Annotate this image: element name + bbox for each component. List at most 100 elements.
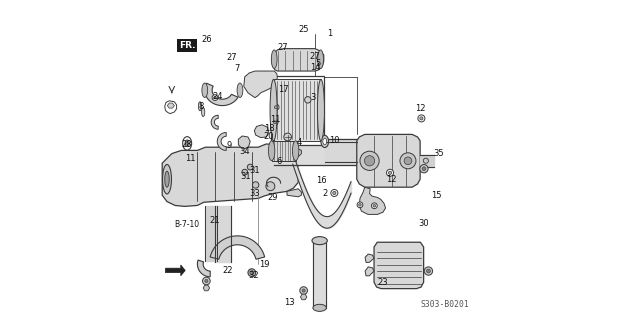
Ellipse shape [165,171,169,187]
Polygon shape [287,189,301,197]
Circle shape [248,269,256,276]
Ellipse shape [387,169,394,176]
Ellipse shape [272,119,278,125]
Ellipse shape [359,204,361,206]
Circle shape [304,97,311,103]
Text: 14: 14 [310,63,320,72]
Ellipse shape [202,83,207,97]
Text: 6: 6 [276,157,282,166]
Ellipse shape [389,171,392,174]
Text: 27: 27 [278,43,288,52]
Text: 3: 3 [311,93,316,102]
Circle shape [360,151,379,170]
Polygon shape [211,115,218,129]
Ellipse shape [269,141,275,161]
Text: 13: 13 [285,298,295,307]
Ellipse shape [271,50,277,68]
Text: 26: 26 [201,35,212,44]
Circle shape [266,182,275,191]
Text: 8: 8 [198,102,204,111]
Polygon shape [357,134,420,187]
Text: 12: 12 [386,175,397,184]
Circle shape [253,182,259,188]
Circle shape [424,158,429,163]
Ellipse shape [418,115,425,122]
Polygon shape [365,254,374,262]
Text: 16: 16 [316,176,327,185]
Polygon shape [359,187,385,214]
Text: 28: 28 [182,140,193,149]
Text: 29: 29 [267,193,278,202]
Text: 30: 30 [419,219,429,228]
Ellipse shape [292,141,299,161]
FancyBboxPatch shape [271,76,324,145]
Circle shape [202,277,210,285]
Text: 2: 2 [322,189,327,198]
Polygon shape [162,144,298,206]
Text: 27: 27 [226,53,237,62]
Ellipse shape [333,191,336,195]
Circle shape [205,279,208,283]
Text: 17: 17 [278,85,288,94]
Circle shape [404,157,412,164]
Text: B-7-10: B-7-10 [174,220,200,229]
Ellipse shape [318,50,323,68]
Text: 18: 18 [264,124,275,133]
Circle shape [250,271,254,275]
Ellipse shape [202,108,205,116]
Polygon shape [365,267,374,276]
Circle shape [300,287,308,294]
Text: 7: 7 [235,64,240,73]
Text: 25: 25 [299,25,309,34]
Ellipse shape [331,189,338,196]
Polygon shape [165,101,177,114]
Text: 35: 35 [434,149,444,158]
Bar [274,79,321,141]
Text: 12: 12 [415,104,426,113]
Text: FR.: FR. [179,41,195,50]
Polygon shape [272,49,324,71]
Ellipse shape [182,137,191,150]
Text: S303-B0201: S303-B0201 [420,300,469,309]
Ellipse shape [323,138,327,145]
Text: 23: 23 [377,278,388,287]
Circle shape [422,167,426,171]
Polygon shape [300,294,307,300]
Text: 19: 19 [259,260,269,269]
Ellipse shape [274,106,278,108]
Text: 21: 21 [210,216,220,225]
Polygon shape [197,260,210,277]
Ellipse shape [321,135,329,148]
Text: 20: 20 [263,132,274,141]
Text: 4: 4 [297,138,302,147]
Circle shape [364,156,375,166]
Ellipse shape [270,79,277,141]
Text: 15: 15 [431,191,442,200]
Ellipse shape [185,140,189,147]
Polygon shape [167,103,174,108]
Polygon shape [284,149,301,157]
Polygon shape [165,265,185,276]
Circle shape [248,164,253,170]
Circle shape [420,164,428,173]
Ellipse shape [312,237,327,244]
Text: 9: 9 [226,141,232,150]
Bar [272,141,295,161]
Polygon shape [203,285,209,291]
Text: 24: 24 [212,92,223,101]
Text: 5: 5 [316,60,321,68]
Polygon shape [205,83,238,106]
Circle shape [424,267,433,275]
Text: 34: 34 [239,147,250,156]
Polygon shape [255,125,269,138]
Circle shape [400,153,416,169]
Ellipse shape [212,95,218,100]
Text: 33: 33 [249,189,260,198]
Text: 10: 10 [329,136,339,145]
Ellipse shape [317,79,325,141]
Ellipse shape [237,83,243,97]
Text: 11: 11 [185,154,196,163]
Ellipse shape [214,96,216,99]
Ellipse shape [357,202,363,208]
Ellipse shape [274,121,276,124]
